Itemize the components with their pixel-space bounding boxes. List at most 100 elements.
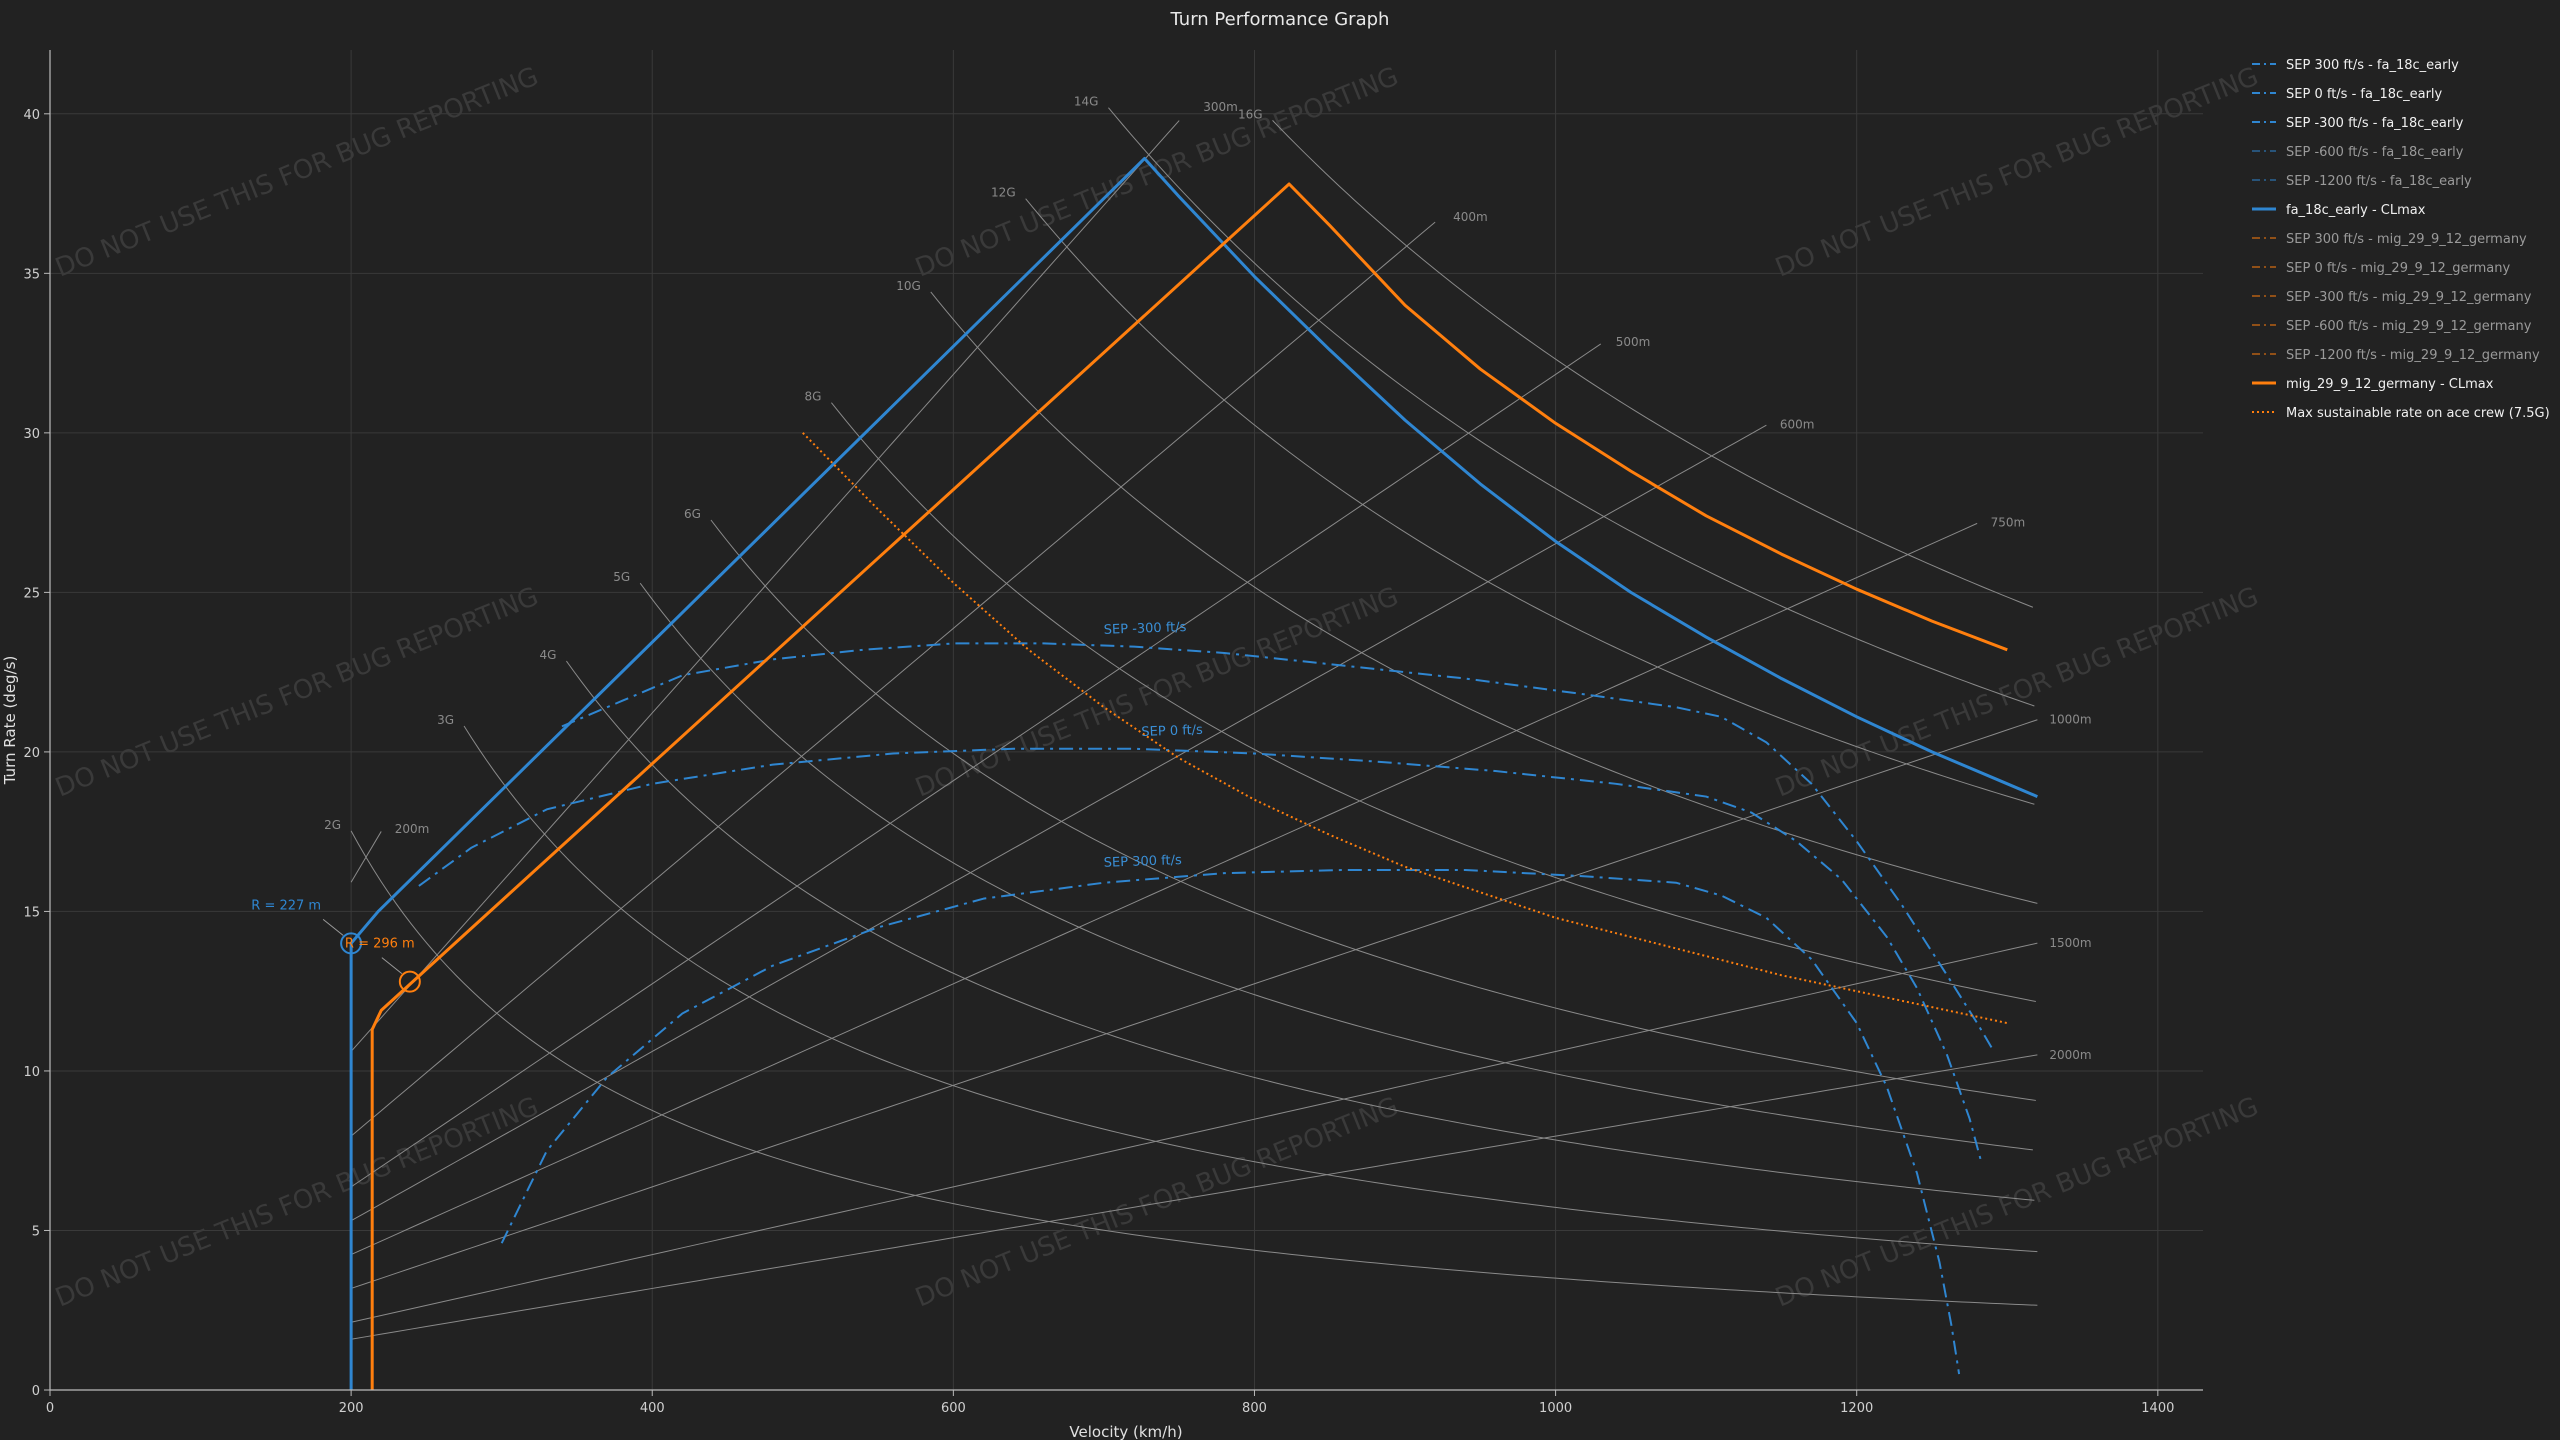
- legend-item-sep-600-ft-s-fa-18c-early[interactable]: SEP -600 ft/s - fa_18c_early: [2252, 145, 2464, 160]
- legend-label: SEP -1200 ft/s - fa_18c_early: [2286, 174, 2472, 189]
- legend-item-sep-0-ft-s-fa-18c-early[interactable]: SEP 0 ft/s - fa_18c_early: [2252, 87, 2443, 102]
- legend-label: SEP 300 ft/s - mig_29_9_12_germany: [2286, 232, 2527, 247]
- g-line-10g: [930, 291, 2038, 904]
- radius-line-label: 1500m: [2049, 936, 2091, 950]
- g-line-2g: [350, 830, 2038, 1306]
- watermark-text: DO NOT USE THIS FOR BUG REPORTING: [51, 1092, 542, 1314]
- watermark-text: DO NOT USE THIS FOR BUG REPORTING: [51, 62, 542, 284]
- y-tick-label: 10: [23, 1065, 40, 1080]
- g-line-label: 8G: [804, 390, 821, 404]
- g-line-6g: [710, 519, 2036, 1101]
- series-sep-300-ft-s-fa-18c-early: [561, 642, 1994, 1050]
- turn-radius-marker: [340, 932, 363, 955]
- series-fa-18c-early-clmax: [349, 156, 2038, 1390]
- g-line-5g: [639, 582, 2033, 1151]
- legend-item-fa-18c-early-clmax[interactable]: fa_18c_early - CLmax: [2252, 203, 2426, 218]
- g-line-16g: [1272, 120, 2034, 608]
- legend-item-sep-1200-ft-s-fa-18c-early[interactable]: SEP -1200 ft/s - fa_18c_early: [2252, 174, 2472, 189]
- legend-item-sep-300-ft-s-fa-18c-early[interactable]: SEP -300 ft/s - fa_18c_early: [2252, 116, 2464, 131]
- y-tick-label: 40: [23, 108, 40, 123]
- y-axis-title: Turn Rate (deg/s): [1, 656, 19, 786]
- g-line-label: 5G: [613, 570, 630, 584]
- legend-label: fa_18c_early - CLmax: [2286, 203, 2426, 218]
- legend-item-sep-300-ft-s-mig-29-9-12-germany[interactable]: SEP -300 ft/s - mig_29_9_12_germany: [2252, 290, 2532, 305]
- legend-label: SEP -300 ft/s - mig_29_9_12_germany: [2286, 290, 2532, 305]
- x-tick-label: 1200: [1840, 1401, 1873, 1416]
- g-line-label: 12G: [991, 186, 1016, 200]
- radius-line-1000m: [350, 719, 2038, 1289]
- radius-line-500m: [350, 343, 1602, 1188]
- radius-line-400m: [350, 221, 1436, 1137]
- radius-line-300m: [350, 120, 1180, 1052]
- radius-line-750m: [350, 522, 1978, 1256]
- g-line-label: 6G: [684, 507, 701, 521]
- reference-line-labels: 2G 3G 4G 5G 6G 8G 10G 12G 14G 16G 200m 300m 400m 500m…: [324, 95, 2091, 1062]
- radius-line-200m: [350, 831, 382, 883]
- turn-radius-markers: R = 227 m R = 296 m: [251, 898, 421, 993]
- series-max-sustainable-rate-on-ace-crew-7-5g: [802, 432, 2008, 1025]
- g-line-14g: [1108, 107, 2035, 707]
- g-line-12g: [1025, 198, 2035, 805]
- x-tick-label: 0: [46, 1401, 54, 1416]
- watermark-text: DO NOT USE THIS FOR BUG REPORTING: [1771, 582, 2262, 804]
- radius-line-label: 600m: [1780, 417, 1815, 431]
- turn-radius-label: R = 296 m: [345, 937, 415, 952]
- series-inline-label: SEP -300 ft/s: [1104, 620, 1187, 638]
- radius-line-label: 300m: [1203, 100, 1238, 114]
- x-tick-label: 1000: [1539, 1401, 1572, 1416]
- g-line-label: 14G: [1074, 95, 1099, 109]
- legend-item-max-sustainable-rate-on-ace-crew-7-5g[interactable]: Max sustainable rate on ace crew (7.5G): [2252, 406, 2550, 421]
- radius-line-label: 2000m: [2049, 1048, 2091, 1062]
- x-tick-label: 1400: [2141, 1401, 2174, 1416]
- legend-item-sep-300-ft-s-fa-18c-early[interactable]: SEP 300 ft/s - fa_18c_early: [2252, 58, 2459, 73]
- g-line-label: 10G: [896, 279, 921, 293]
- y-tick-label: 20: [23, 746, 40, 761]
- marker-leader-line: [381, 957, 403, 975]
- y-tick-label: 0: [32, 1384, 40, 1399]
- g-line-label: 2G: [324, 818, 341, 832]
- g-line-8g: [831, 402, 2036, 1003]
- marker-leader-line: [322, 918, 344, 936]
- radius-line-label: 500m: [1616, 335, 1651, 349]
- x-tick-label: 400: [640, 1401, 665, 1416]
- turn-radius-marker: [398, 970, 421, 993]
- series-mig-29-9-12-germany-clmax: [370, 182, 2008, 1390]
- radius-line-2000m: [351, 1054, 2038, 1340]
- g-line-label: 3G: [437, 713, 454, 727]
- radius-line-label: 750m: [1991, 516, 2026, 530]
- reference-lines: [350, 107, 2038, 1340]
- g-line-4g: [566, 660, 2035, 1201]
- legend-item-sep-300-ft-s-mig-29-9-12-germany[interactable]: SEP 300 ft/s - mig_29_9_12_germany: [2252, 232, 2527, 247]
- chart-title: Turn Performance Graph: [1170, 9, 1390, 30]
- x-tick-label: 200: [339, 1401, 364, 1416]
- legend-item-sep-600-ft-s-mig-29-9-12-germany[interactable]: SEP -600 ft/s - mig_29_9_12_germany: [2252, 319, 2532, 334]
- watermark-text: DO NOT USE THIS FOR BUG REPORTING: [1771, 62, 2262, 284]
- g-line-3g: [463, 725, 2038, 1253]
- series-sep-300-ft-s-fa-18c-early: [500, 868, 1961, 1375]
- legend-item-mig-29-9-12-germany-clmax[interactable]: mig_29_9_12_germany - CLmax: [2252, 377, 2494, 392]
- series-inline-label: SEP 0 ft/s: [1141, 723, 1203, 740]
- legend: SEP 300 ft/s - fa_18c_early SEP 0 ft/s - …: [2252, 58, 2550, 421]
- legend-label: Max sustainable rate on ace crew (7.5G): [2286, 406, 2550, 421]
- turn-radius-label: R = 227 m: [251, 898, 321, 913]
- axes: 0 200 400 600 800 1000 1200 1400 0 5 10 15 20 25 30 35 4…: [23, 50, 2203, 1416]
- legend-label: SEP 0 ft/s - fa_18c_early: [2286, 87, 2443, 102]
- radius-line-1500m: [351, 942, 2038, 1323]
- legend-item-sep-1200-ft-s-mig-29-9-12-germany[interactable]: SEP -1200 ft/s - mig_29_9_12_germany: [2252, 348, 2540, 363]
- radius-line-600m: [350, 424, 1767, 1222]
- legend-label: SEP -600 ft/s - mig_29_9_12_germany: [2286, 319, 2532, 334]
- legend-label: SEP -300 ft/s - fa_18c_early: [2286, 116, 2464, 131]
- watermark-layer: DO NOT USE THIS FOR BUG REPORTING DO NOT …: [51, 62, 2262, 1314]
- legend-item-sep-0-ft-s-mig-29-9-12-germany[interactable]: SEP 0 ft/s - mig_29_9_12_germany: [2252, 261, 2511, 276]
- x-tick-label: 600: [941, 1401, 966, 1416]
- legend-label: SEP -600 ft/s - fa_18c_early: [2286, 145, 2464, 160]
- legend-label: SEP 0 ft/s - mig_29_9_12_germany: [2286, 261, 2511, 276]
- g-line-label: 4G: [539, 648, 556, 662]
- x-tick-label: 800: [1242, 1401, 1267, 1416]
- y-tick-label: 30: [23, 427, 40, 442]
- legend-label: SEP 300 ft/s - fa_18c_early: [2286, 58, 2459, 73]
- series-labels: SEP 300 ft/s SEP 0 ft/s SEP -300 ft/s: [1104, 620, 1204, 871]
- legend-label: mig_29_9_12_germany - CLmax: [2286, 377, 2494, 392]
- y-tick-label: 25: [23, 586, 40, 601]
